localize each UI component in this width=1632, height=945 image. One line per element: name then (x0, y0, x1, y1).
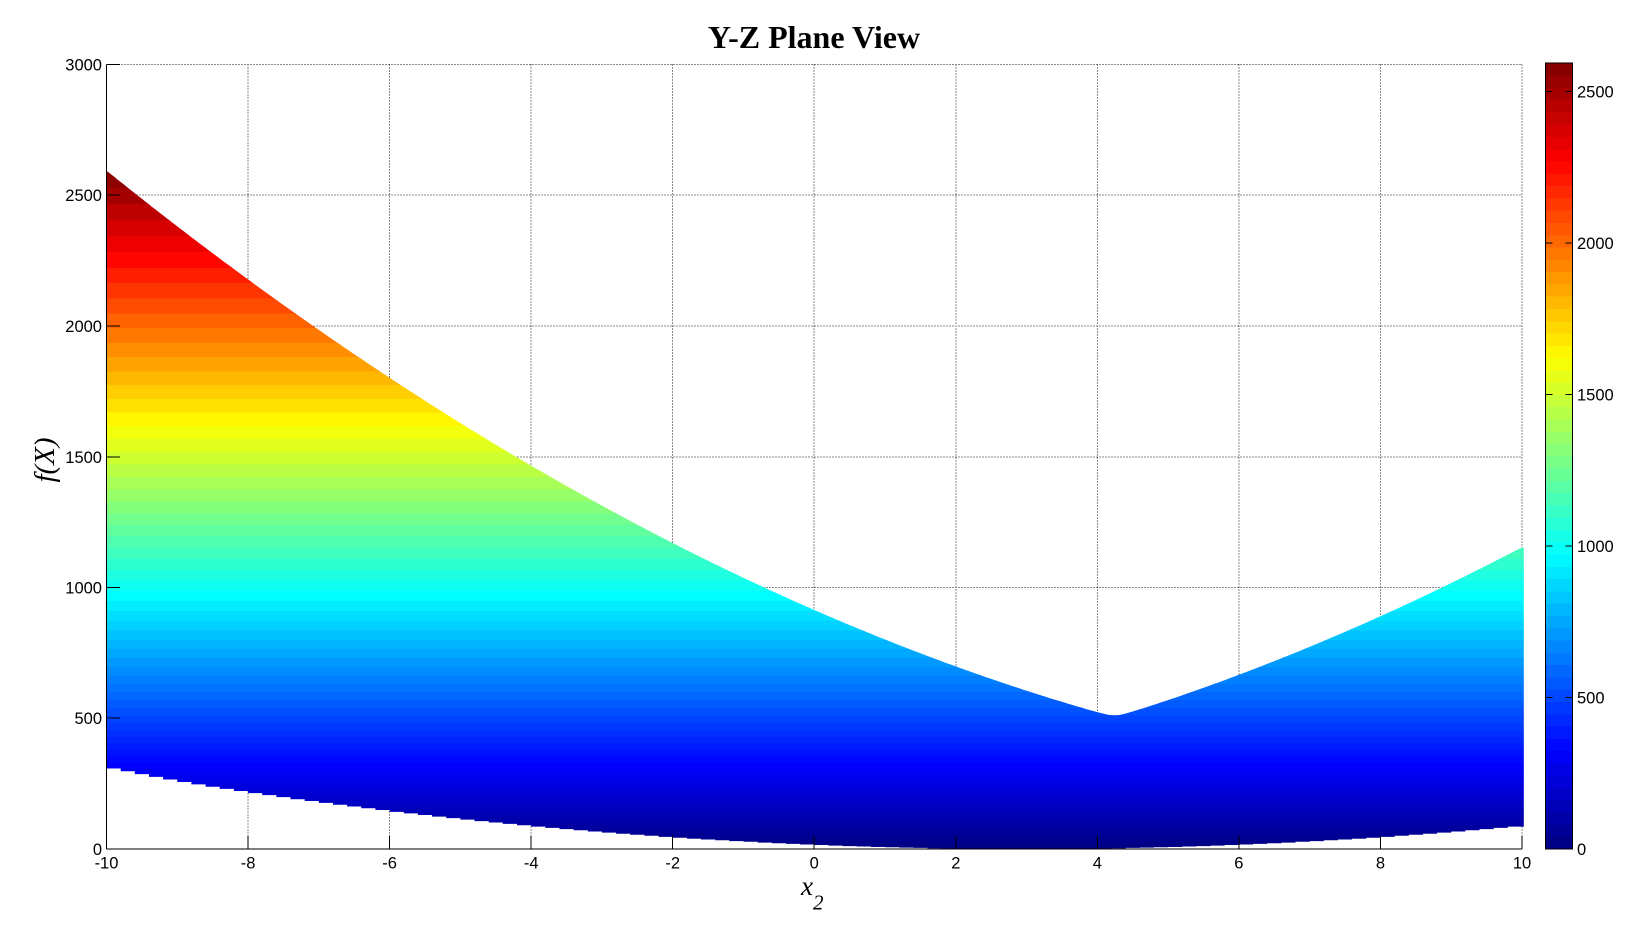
svg-text:1500: 1500 (1577, 387, 1614, 405)
svg-text:2500: 2500 (1577, 84, 1614, 102)
svg-text:1500: 1500 (65, 449, 102, 467)
svg-text:1000: 1000 (1577, 538, 1614, 556)
svg-text:-6: -6 (382, 855, 397, 873)
svg-text:2000: 2000 (65, 318, 102, 336)
svg-text:8: 8 (1376, 855, 1385, 873)
svg-text:-4: -4 (524, 855, 539, 873)
svg-text:4: 4 (1093, 855, 1102, 873)
svg-text:10: 10 (1513, 855, 1531, 873)
svg-text:2000: 2000 (1577, 235, 1614, 253)
svg-text:-10: -10 (95, 855, 119, 873)
svg-text:2: 2 (951, 855, 960, 873)
svg-text:1000: 1000 (65, 580, 102, 598)
svg-text:500: 500 (1577, 690, 1605, 708)
svg-text:500: 500 (74, 710, 102, 728)
svg-text:Y-Z Plane View: Y-Z Plane View (708, 19, 920, 55)
svg-text:6: 6 (1234, 855, 1243, 873)
svg-text:2500: 2500 (65, 187, 102, 205)
svg-text:-8: -8 (241, 855, 256, 873)
svg-text:-2: -2 (665, 855, 680, 873)
svg-text:0: 0 (810, 855, 819, 873)
svg-text:3000: 3000 (65, 57, 102, 75)
svg-text:0: 0 (93, 841, 102, 859)
svg-text:x: x (800, 871, 813, 901)
svg-text:f(X): f(X) (29, 437, 61, 482)
svg-text:0: 0 (1577, 841, 1586, 859)
svg-text:2: 2 (813, 891, 824, 915)
